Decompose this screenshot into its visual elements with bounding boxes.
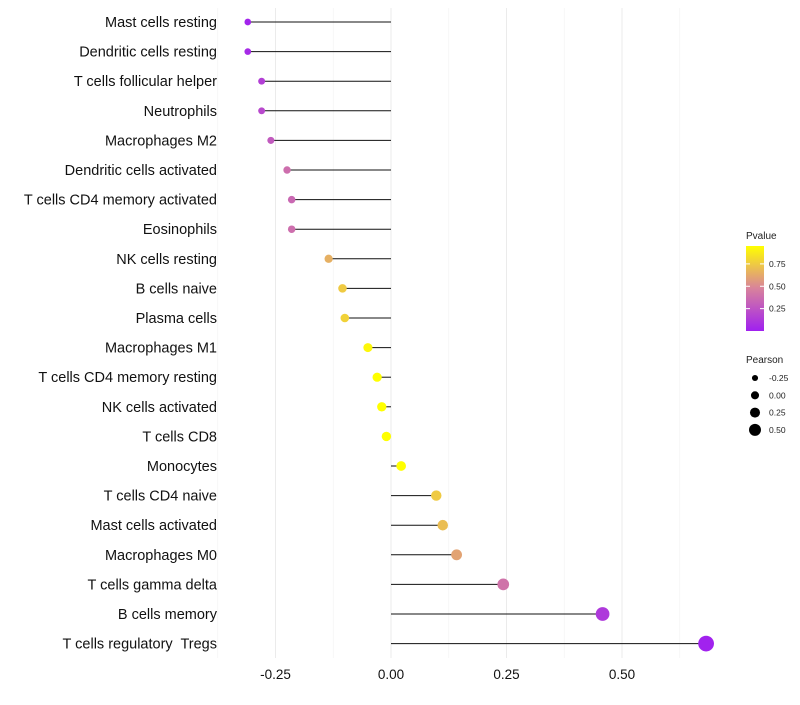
points-layer [244, 18, 714, 652]
y-tick-label: T cells CD4 memory resting [38, 370, 217, 386]
data-point [287, 195, 296, 204]
legend-pvalue-label: 0.75 [769, 259, 786, 269]
legend-pearson-title: Pearson [746, 355, 783, 366]
y-tick-label: NK cells activated [102, 400, 217, 416]
y-tick-label: NK cells resting [116, 252, 217, 268]
data-point [377, 402, 387, 412]
x-tick-label: 0.50 [609, 667, 635, 682]
y-tick-label: Dendritic cells activated [65, 163, 217, 179]
data-point [244, 48, 252, 55]
data-point [283, 166, 291, 174]
data-point [396, 461, 407, 471]
y-tick-label: T cells CD4 memory activated [24, 193, 217, 209]
y-tick-label: T cells CD8 [142, 429, 217, 445]
legend-pvalue-ticks: 0.25 0.50 0.75 [746, 259, 786, 314]
legend-pearson-items: -0.25 0.00 0.25 0.50 [749, 373, 789, 436]
y-axis-labels: Mast cells resting Dendritic cells restin… [24, 15, 218, 653]
legend-pvalue-label: 0.25 [769, 304, 786, 314]
legend-pearson-dot [750, 391, 760, 400]
x-tick-label: -0.25 [260, 667, 291, 682]
data-point [497, 578, 510, 591]
data-point [437, 519, 449, 531]
y-tick-label: Macrophages M0 [105, 548, 217, 564]
x-tick-label: 0.00 [378, 667, 404, 682]
data-point [258, 77, 266, 85]
data-point [372, 372, 382, 382]
legend-pvalue-label: 0.50 [769, 281, 786, 291]
legend-pearson-label: 0.00 [769, 390, 786, 400]
grid-layer [217, 8, 681, 658]
legend-pearson: Pearson -0.25 0.00 0.25 0.50 [746, 355, 789, 436]
legend-pvalue-colorbar [746, 246, 764, 331]
stems-layer [247, 21, 707, 645]
legend-pearson-dot [749, 407, 761, 418]
y-tick-label: Plasma cells [136, 311, 217, 327]
data-point [431, 490, 442, 501]
legend-pearson-dot [749, 423, 761, 436]
data-point [244, 18, 252, 26]
data-point [381, 431, 392, 442]
y-tick-label: Mast cells activated [90, 518, 217, 534]
data-point [363, 343, 373, 353]
legend-pearson-label: -0.25 [769, 373, 789, 383]
data-point [698, 635, 714, 652]
legend-pvalue-title: Pvalue [746, 231, 777, 242]
data-point [338, 284, 347, 293]
data-point [340, 313, 350, 323]
y-tick-label: Macrophages M1 [105, 341, 217, 357]
y-tick-label: Monocytes [147, 459, 217, 475]
y-tick-label: Dendritic cells resting [79, 45, 217, 61]
legend-pearson-label: 0.25 [769, 408, 786, 418]
data-point [451, 549, 463, 561]
x-tick-label: 0.25 [493, 667, 519, 682]
x-axis-ticks: -0.25 0.00 0.25 0.50 [260, 667, 635, 682]
y-tick-label: Macrophages M2 [105, 133, 217, 149]
legend-pvalue: Pvalue 0.25 0.50 0.75 [746, 231, 786, 331]
y-tick-label: T cells regulatory Tregs [63, 637, 217, 653]
data-point [258, 107, 266, 115]
data-point [267, 136, 275, 144]
y-tick-label: Neutrophils [144, 104, 217, 120]
legend-pearson-label: 0.50 [769, 425, 786, 435]
y-tick-label: B cells naive [136, 281, 217, 297]
y-tick-label: T cells gamma delta [88, 577, 218, 593]
data-point [287, 225, 296, 233]
y-tick-label: T cells follicular helper [74, 74, 217, 90]
data-point [595, 607, 610, 621]
y-tick-label: B cells memory [118, 607, 218, 623]
legend-pearson-dot [751, 374, 759, 382]
y-tick-label: Mast cells resting [105, 15, 217, 31]
y-tick-label: Eosinophils [143, 222, 217, 238]
y-tick-label: T cells CD4 naive [104, 489, 217, 505]
data-point [324, 254, 333, 263]
